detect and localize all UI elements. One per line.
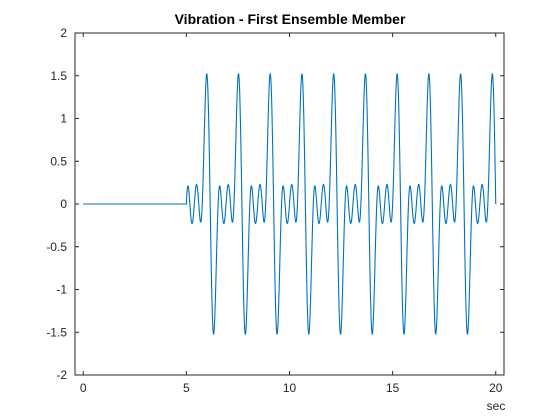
x-tick-label: 10 <box>283 381 297 395</box>
y-tick-label: -2 <box>56 368 67 382</box>
chart-title: Vibration - First Ensemble Member <box>175 11 406 27</box>
x-tick-label: 15 <box>386 381 400 395</box>
y-tick-label: 0.5 <box>50 154 67 168</box>
x-tick-label: 0 <box>80 381 87 395</box>
y-tick-label: 1.5 <box>50 69 67 83</box>
x-tick-label: 5 <box>183 381 190 395</box>
y-tick-label: -0.5 <box>46 240 67 254</box>
x-axis-ticks: 0 5 10 15 20 <box>80 33 503 395</box>
y-tick-label: -1.5 <box>46 325 67 339</box>
plot-area <box>83 72 497 336</box>
x-axis-label: sec <box>487 399 506 413</box>
y-tick-label: -1 <box>56 283 67 297</box>
y-axis-ticks: 2 1.5 1 0.5 0 -0.5 -1 -1.5 -2 <box>46 26 504 382</box>
y-tick-label: 0 <box>60 197 67 211</box>
y-tick-label: 2 <box>60 26 67 40</box>
y-tick-label: 1 <box>60 112 67 126</box>
vibration-series-line <box>83 72 497 336</box>
x-tick-label: 20 <box>489 381 503 395</box>
